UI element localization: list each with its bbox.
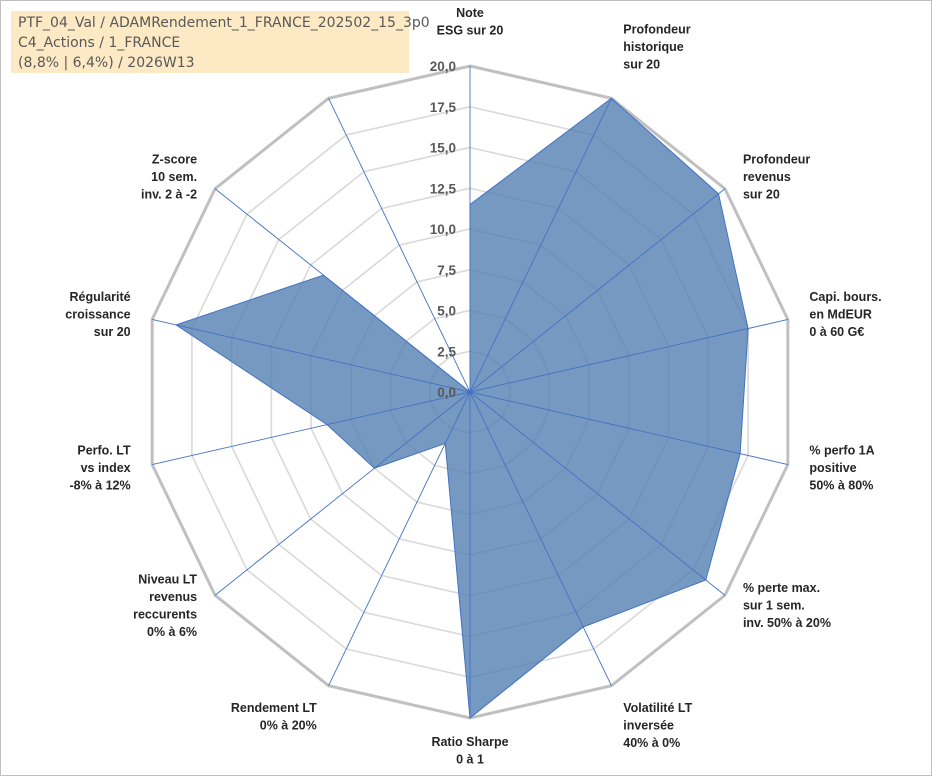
tick-label: 0,0 xyxy=(437,385,456,400)
category-label: sur 20 xyxy=(623,58,660,72)
axis-spoke xyxy=(152,391,471,465)
category-label: reccurents xyxy=(133,607,197,621)
axis-spoke xyxy=(469,391,788,465)
axis-spoke xyxy=(469,391,612,686)
category-label: Profondeur xyxy=(743,152,810,166)
category-label: positive xyxy=(809,461,856,475)
category-label: % perfo 1A xyxy=(809,443,874,457)
category-label: 40% à 0% xyxy=(623,736,680,750)
category-label: 50% à 80% xyxy=(809,478,873,492)
axis-spoke xyxy=(469,391,726,596)
category-label: revenus xyxy=(743,170,791,184)
category-label: 0 à 60 G€ xyxy=(809,325,864,339)
info-line-3: (8,8% | 6,4%) / 2026W13 xyxy=(18,55,195,71)
radar-tick-labels: 0,0 2,5 5,0 7,5 10,0 12,5 15,0 17,5 20,0 xyxy=(430,59,457,400)
category-label: historique xyxy=(623,40,683,54)
category-label: 0% à 20% xyxy=(260,718,317,732)
category-label: Rendement LT xyxy=(231,701,317,715)
category-label: ESG sur 20 xyxy=(437,24,504,38)
category-label: croissance xyxy=(65,308,130,322)
category-label: Perfo. LT xyxy=(77,443,131,457)
category-label: revenus xyxy=(149,590,197,604)
category-label: Volatilité LT xyxy=(623,701,692,715)
category-label: Profondeur xyxy=(623,23,690,37)
axis-spoke xyxy=(469,188,726,393)
category-label: inversée xyxy=(623,718,674,732)
axis-spoke xyxy=(469,98,612,393)
tick-label: 12,5 xyxy=(430,181,457,196)
category-label: Régularité xyxy=(69,290,130,304)
tick-label: 15,0 xyxy=(430,141,456,156)
category-label: 10 sem. xyxy=(151,170,197,184)
info-line-2: C4_Actions / 1_FRANCE xyxy=(18,35,181,51)
axis-spoke xyxy=(214,391,471,596)
axis-spoke xyxy=(214,188,471,393)
category-label: sur 1 sem. xyxy=(743,599,805,613)
info-box: PTF_04_Val / ADAMRendement_1_FRANCE_2025… xyxy=(11,11,430,73)
tick-label: 20,0 xyxy=(430,59,456,74)
radar-spokes xyxy=(152,66,788,718)
tick-label: 17,5 xyxy=(430,100,457,115)
axis-spoke xyxy=(152,319,471,393)
info-line-1: PTF_04_Val / ADAMRendement_1_FRANCE_2025… xyxy=(18,15,430,31)
axis-spoke xyxy=(328,391,471,686)
category-label: Ratio Sharpe xyxy=(431,735,508,749)
category-label: 0 à 1 xyxy=(456,753,484,767)
tick-label: 5,0 xyxy=(437,304,456,319)
category-label: Niveau LT xyxy=(138,572,197,586)
category-label: Capi. bours. xyxy=(809,290,881,304)
category-label: en MdEUR xyxy=(809,308,872,322)
category-label: 0% à 6% xyxy=(147,625,197,639)
category-label: inv. 2 à -2 xyxy=(141,187,197,201)
axis-spoke xyxy=(328,98,471,393)
tick-label: 10,0 xyxy=(430,222,456,237)
category-label: inv. 50% à 20% xyxy=(743,616,831,630)
category-label: vs index xyxy=(81,461,131,475)
category-label: -8% à 12% xyxy=(69,478,130,492)
category-label: Z-score xyxy=(152,152,197,166)
category-label: % perte max. xyxy=(743,581,820,595)
category-label: sur 20 xyxy=(94,325,131,339)
category-label: sur 20 xyxy=(743,187,780,201)
category-label: Note xyxy=(456,6,484,20)
tick-label: 7,5 xyxy=(437,263,456,278)
tick-label: 2,5 xyxy=(437,344,456,359)
axis-spoke xyxy=(469,319,788,393)
